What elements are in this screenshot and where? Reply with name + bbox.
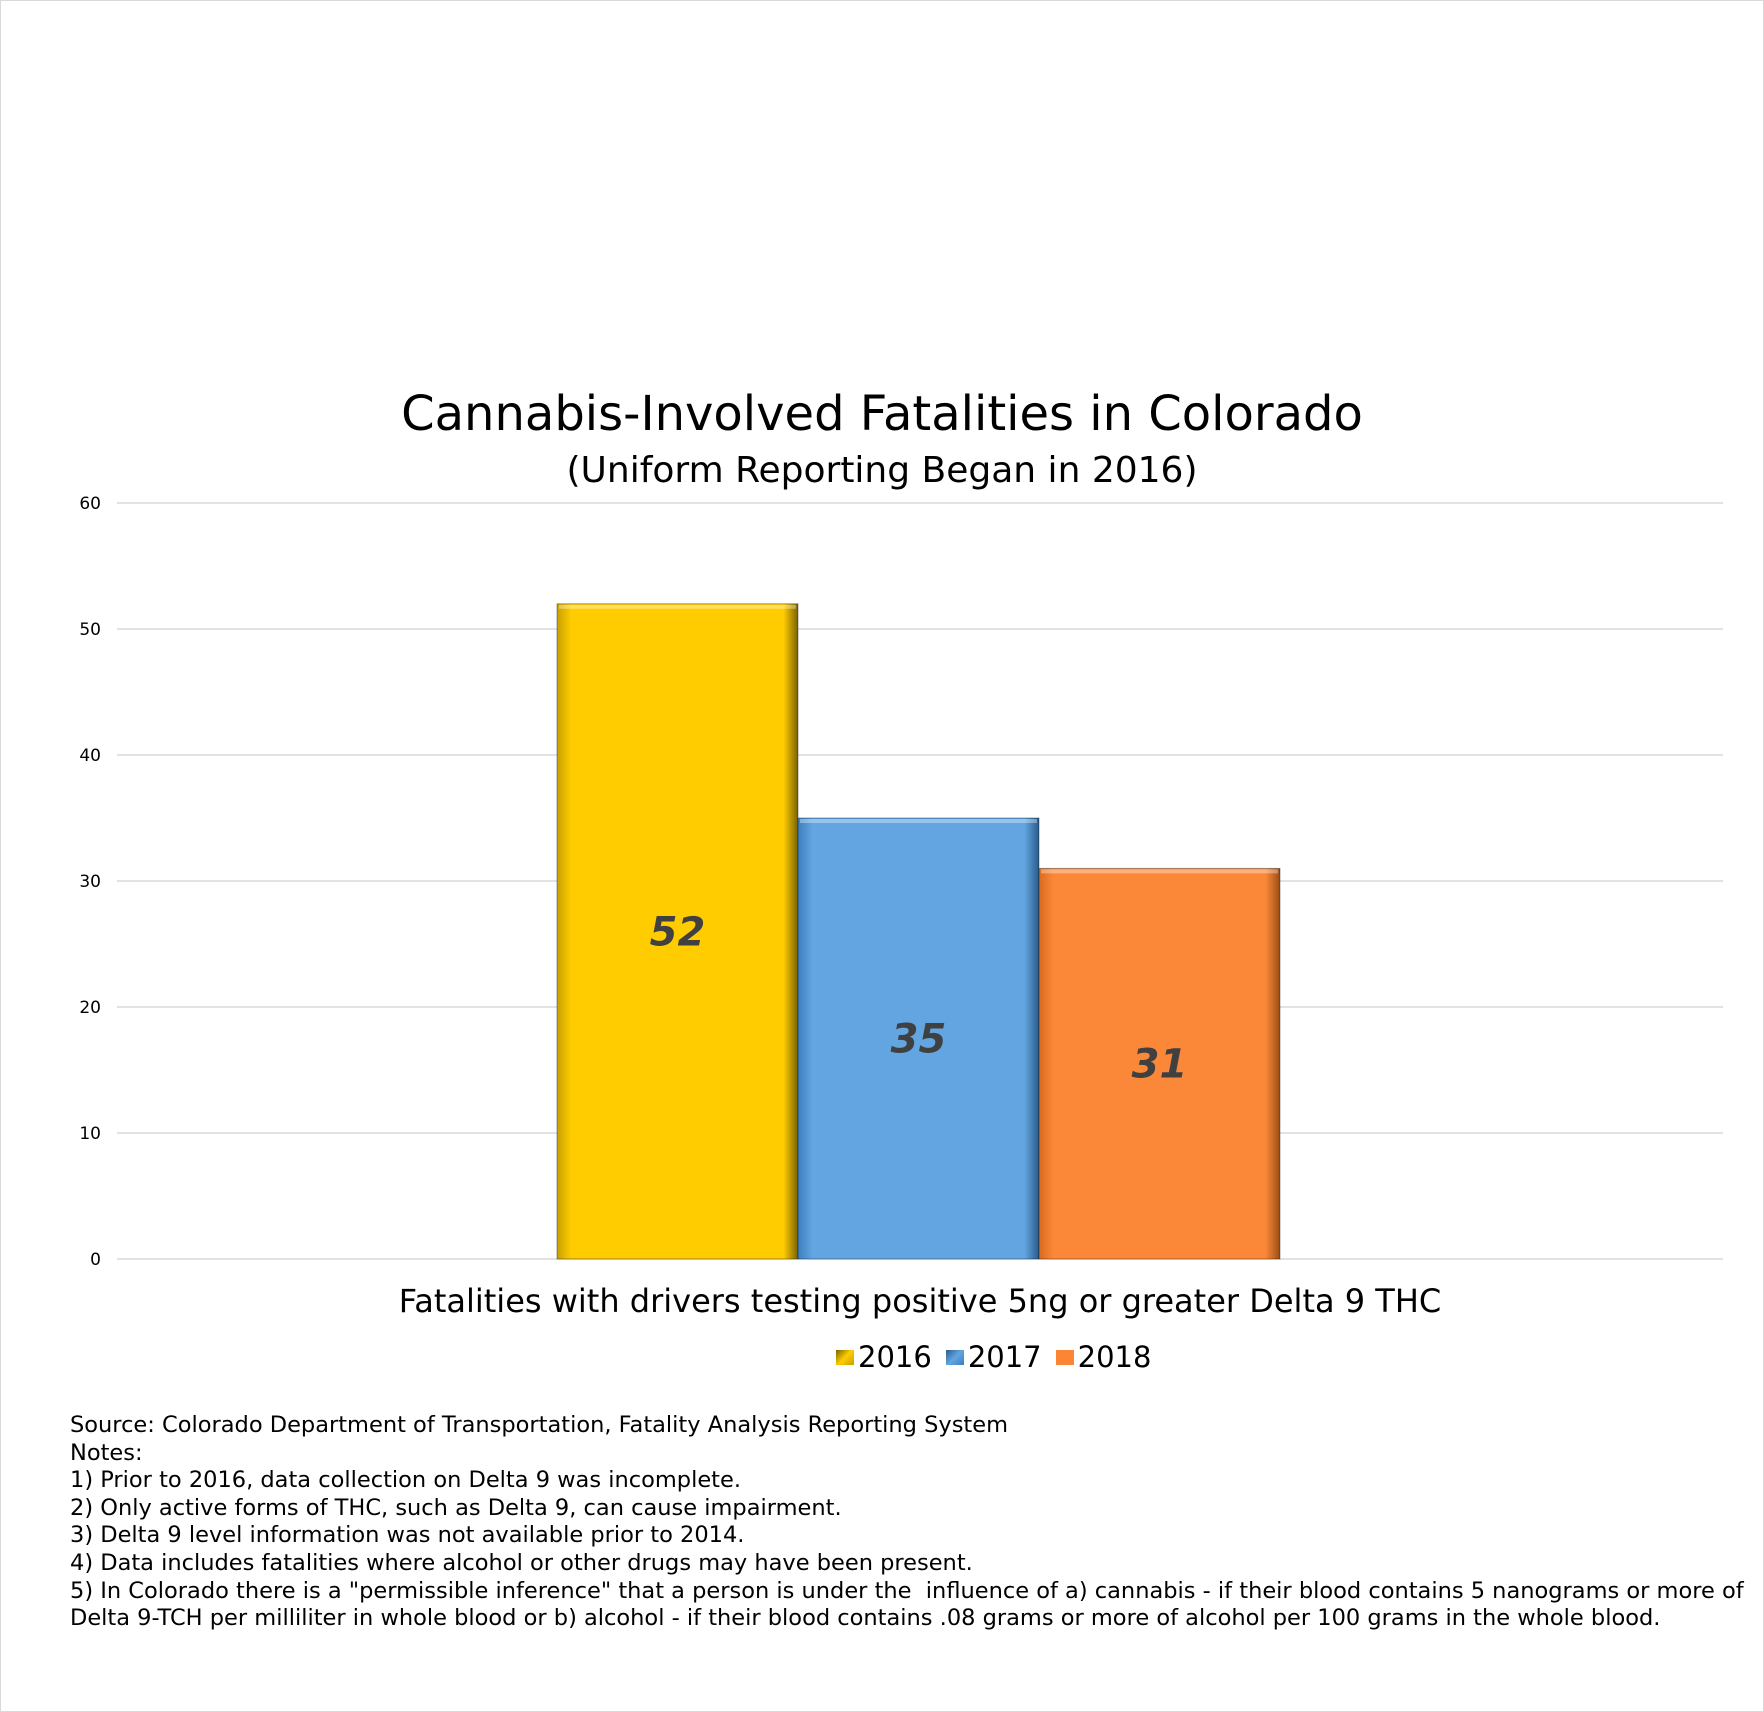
bar-2016: [556, 603, 799, 1260]
legend-swatch-2018: [1055, 1349, 1074, 1365]
chart-title: Cannabis-Involved Fatalities in Colorado: [401, 386, 1363, 442]
source-line: Source: Colorado Department of Transport…: [70, 1412, 1009, 1438]
y-tick-label-10: 10: [79, 1124, 101, 1144]
legend-label-2017: 2017: [967, 1340, 1042, 1374]
bars: [556, 603, 1281, 1260]
data-label-2016: 52: [650, 909, 706, 955]
bar-2018: [1038, 867, 1281, 1260]
legend-item-2016: 2016: [836, 1340, 932, 1374]
legend-label-2018: 2018: [1077, 1340, 1152, 1374]
data-label-2017: 35: [891, 1017, 947, 1063]
legend-item-2018: 2018: [1055, 1340, 1152, 1374]
bar-bevel-2018: [1041, 869, 1278, 874]
y-tick-label-50: 50: [79, 620, 101, 640]
note-1: 1) Prior to 2016, data collection on Del…: [70, 1467, 741, 1494]
bar-2017: [797, 817, 1040, 1260]
legend-swatch-2016: [836, 1349, 854, 1365]
data-labels: 52 35 31: [650, 909, 1188, 1087]
bar-bevel-2017: [800, 819, 1037, 823]
y-tick-label-0: 0: [90, 1250, 101, 1270]
data-label-2018: 31: [1132, 1042, 1188, 1088]
note-3: 3) Delta 9 level information was not ava…: [70, 1522, 745, 1549]
note-4: 4) Data includes fatalities where alcoho…: [70, 1549, 973, 1576]
legend-item-2017: 2017: [945, 1340, 1042, 1374]
y-tick-label-60: 60: [79, 494, 101, 514]
notes-heading: Notes:: [70, 1439, 143, 1466]
footer-notes: Source: Colorado Department of Transport…: [70, 1412, 1750, 1633]
y-tick-label-30: 30: [79, 872, 101, 892]
y-tick-label-40: 40: [79, 746, 101, 766]
note-5: 5) In Colorado there is a "permissible i…: [70, 1577, 1751, 1632]
chart-subtitle: (Uniform Reporting Began in 2016): [566, 450, 1198, 491]
note-2: 2) Only active forms of THC, such as Del…: [70, 1494, 842, 1521]
legend-swatch-2017: [945, 1349, 964, 1365]
x-category-label: Fatalities with drivers testing positive…: [398, 1282, 1442, 1320]
bar-bevel-2016: [559, 604, 796, 609]
bar-chart: 0 10 20 30 40 50 60 52 35 31: [79, 494, 1723, 1270]
y-tick-label-20: 20: [79, 998, 101, 1018]
legend: 2016 2017 2018: [836, 1340, 1151, 1374]
y-axis-ticks: 0 10 20 30 40 50 60: [79, 494, 101, 1270]
legend-label-2016: 2016: [858, 1340, 932, 1374]
